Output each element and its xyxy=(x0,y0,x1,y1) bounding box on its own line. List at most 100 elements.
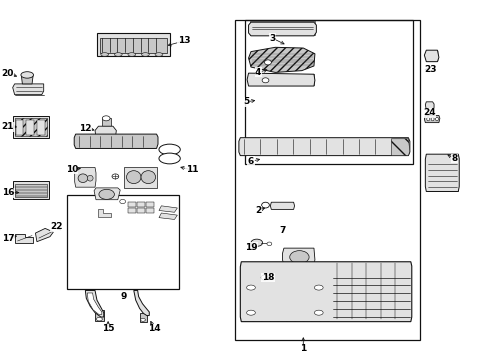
Text: 6: 6 xyxy=(247,157,254,166)
Text: 1: 1 xyxy=(300,344,306,353)
Polygon shape xyxy=(425,102,433,110)
Text: 3: 3 xyxy=(269,34,275,43)
Ellipse shape xyxy=(250,239,262,246)
Polygon shape xyxy=(246,73,314,86)
Ellipse shape xyxy=(102,116,110,121)
Bar xyxy=(244,21,412,164)
Polygon shape xyxy=(282,248,314,265)
Polygon shape xyxy=(390,139,409,156)
Ellipse shape xyxy=(112,192,118,196)
Bar xyxy=(242,263,329,320)
Bar xyxy=(249,22,315,35)
Ellipse shape xyxy=(87,175,93,181)
Ellipse shape xyxy=(141,171,155,184)
Ellipse shape xyxy=(99,189,114,199)
Text: 15: 15 xyxy=(102,324,114,333)
Ellipse shape xyxy=(159,144,180,155)
Bar xyxy=(13,116,49,138)
Ellipse shape xyxy=(140,319,145,321)
Polygon shape xyxy=(425,154,458,192)
Ellipse shape xyxy=(426,117,429,121)
Polygon shape xyxy=(424,116,439,123)
Ellipse shape xyxy=(289,251,308,264)
Bar xyxy=(26,121,34,135)
Bar xyxy=(146,208,154,213)
Ellipse shape xyxy=(246,285,255,290)
Bar xyxy=(427,51,437,61)
Text: 2: 2 xyxy=(255,206,261,215)
Text: 5: 5 xyxy=(243,97,249,106)
Ellipse shape xyxy=(120,199,125,204)
Bar xyxy=(95,310,103,320)
Text: 11: 11 xyxy=(185,166,198,175)
Text: 20: 20 xyxy=(1,69,14,78)
Bar xyxy=(427,156,457,191)
Ellipse shape xyxy=(126,171,141,184)
Ellipse shape xyxy=(314,310,323,315)
Text: 4: 4 xyxy=(255,68,261,77)
Polygon shape xyxy=(134,291,149,316)
Bar xyxy=(235,21,419,339)
Text: 23: 23 xyxy=(423,65,436,74)
Ellipse shape xyxy=(314,285,323,290)
Text: 18: 18 xyxy=(261,273,274,282)
Ellipse shape xyxy=(21,72,34,78)
Polygon shape xyxy=(75,167,96,187)
Polygon shape xyxy=(98,210,111,217)
Ellipse shape xyxy=(159,153,180,164)
Ellipse shape xyxy=(261,275,267,280)
Bar xyxy=(128,208,136,213)
Ellipse shape xyxy=(264,60,271,65)
Bar xyxy=(15,184,47,197)
Polygon shape xyxy=(95,126,116,138)
Ellipse shape xyxy=(96,318,102,321)
Polygon shape xyxy=(21,76,33,84)
Bar xyxy=(15,118,47,136)
Polygon shape xyxy=(36,228,53,242)
Polygon shape xyxy=(238,138,409,156)
Text: 19: 19 xyxy=(244,243,257,252)
Ellipse shape xyxy=(155,53,163,56)
Bar xyxy=(67,195,179,289)
Ellipse shape xyxy=(128,53,136,56)
Ellipse shape xyxy=(261,202,269,208)
Polygon shape xyxy=(159,213,177,220)
Text: 13: 13 xyxy=(178,36,190,45)
Bar xyxy=(100,38,166,53)
Bar xyxy=(137,202,144,207)
Ellipse shape xyxy=(141,53,149,56)
Polygon shape xyxy=(240,262,411,321)
Text: 7: 7 xyxy=(279,226,285,235)
Ellipse shape xyxy=(262,78,268,83)
Ellipse shape xyxy=(266,242,271,246)
Bar xyxy=(137,208,144,213)
Bar xyxy=(97,33,169,56)
Ellipse shape xyxy=(430,117,433,121)
Polygon shape xyxy=(248,47,314,72)
Polygon shape xyxy=(13,84,43,95)
Ellipse shape xyxy=(114,53,122,56)
Polygon shape xyxy=(87,293,102,315)
Text: 22: 22 xyxy=(50,222,62,231)
Bar xyxy=(16,121,23,135)
Polygon shape xyxy=(270,202,294,210)
Polygon shape xyxy=(124,167,157,188)
Text: 9: 9 xyxy=(121,292,127,301)
Ellipse shape xyxy=(112,174,119,179)
Text: 10: 10 xyxy=(65,165,78,174)
Bar xyxy=(13,181,49,199)
Text: 21: 21 xyxy=(1,122,14,131)
Ellipse shape xyxy=(101,53,108,56)
Polygon shape xyxy=(424,50,438,62)
Bar xyxy=(146,202,154,207)
Ellipse shape xyxy=(78,174,87,183)
Bar xyxy=(139,313,146,321)
Bar xyxy=(249,74,313,85)
Text: 17: 17 xyxy=(1,234,14,243)
Bar xyxy=(128,202,136,207)
Polygon shape xyxy=(94,188,120,200)
Polygon shape xyxy=(15,234,33,243)
Text: 14: 14 xyxy=(147,324,160,333)
Text: 8: 8 xyxy=(450,154,457,163)
Polygon shape xyxy=(159,206,177,212)
